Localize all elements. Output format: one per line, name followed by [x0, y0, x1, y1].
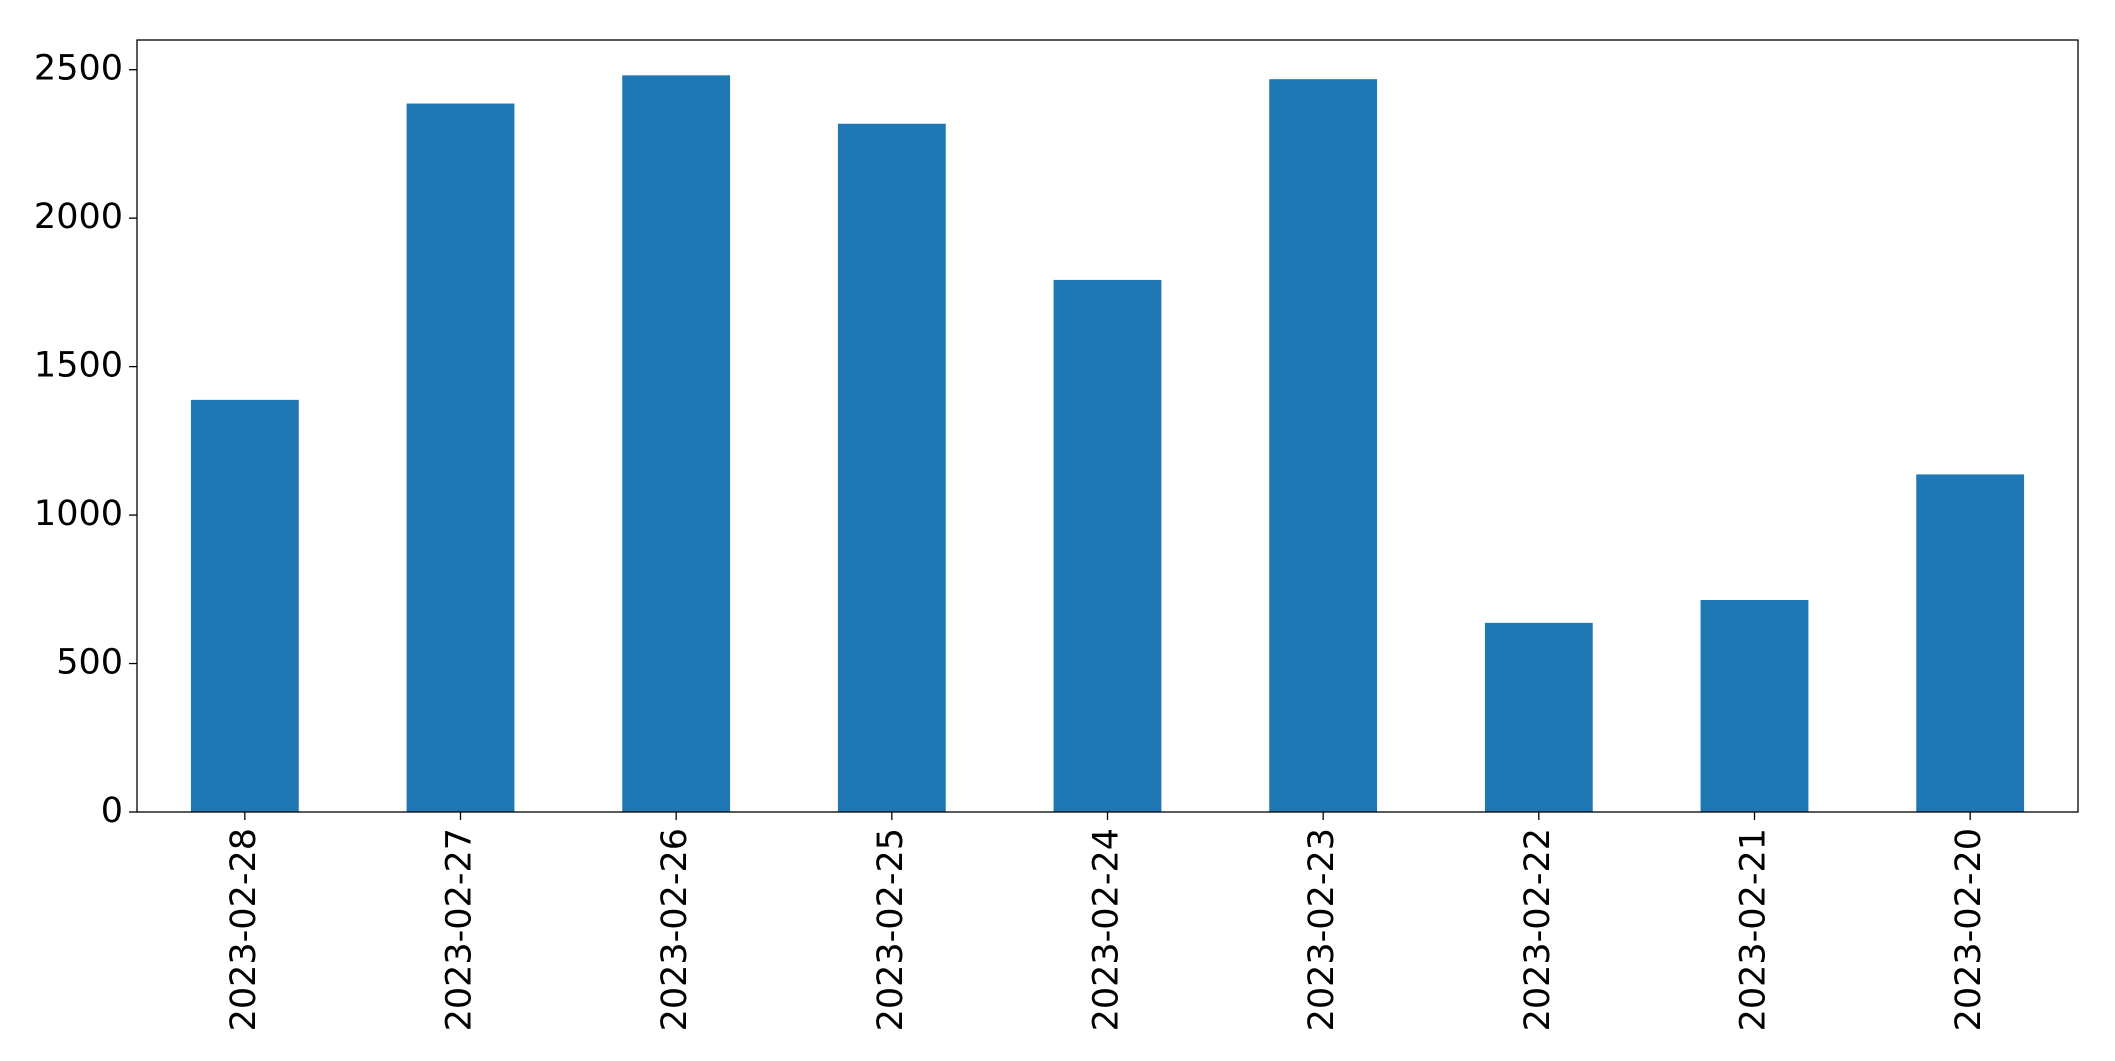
y-tick-label: 0: [101, 791, 123, 831]
x-axis: 2023-02-28 2023-02-27 2023-02-26 2023-02-25…: [224, 812, 1989, 1031]
bar-2023-02-27: [406, 103, 515, 812]
x-tick-label: 2023-02-20: [1949, 828, 1989, 1031]
y-tick-label: 500: [56, 643, 123, 683]
y-tick-label: 1500: [34, 346, 123, 386]
x-tick-label: 2023-02-21: [1734, 828, 1774, 1031]
x-tick-label: 2023-02-22: [1518, 828, 1558, 1031]
bar-2023-02-23: [1269, 79, 1378, 812]
y-tick-label: 2500: [34, 49, 123, 89]
bar-2023-02-20: [1916, 474, 2025, 812]
y-tick-label: 1000: [34, 494, 123, 534]
bars-group: [190, 75, 2025, 813]
bar-2023-02-28: [190, 399, 299, 812]
y-tick-label: 2000: [34, 197, 123, 237]
x-tick-label: 2023-02-25: [871, 828, 911, 1031]
x-tick-label: 2023-02-28: [224, 828, 264, 1031]
x-tick-label: 2023-02-26: [655, 828, 695, 1031]
bar-2023-02-22: [1484, 622, 1593, 812]
x-tick-label: 2023-02-27: [440, 828, 480, 1031]
y-axis: 0 500 1000 1500 2000 2500: [34, 49, 137, 831]
bar-2023-02-25: [837, 123, 946, 813]
x-tick-label: 2023-02-24: [1087, 828, 1127, 1031]
plot-frame: [136, 39, 2079, 813]
bar-2023-02-21: [1700, 599, 1809, 812]
bar-2023-02-24: [1053, 279, 1162, 813]
x-tick-label: 2023-02-23: [1302, 828, 1342, 1031]
bar-2023-02-26: [622, 75, 731, 812]
